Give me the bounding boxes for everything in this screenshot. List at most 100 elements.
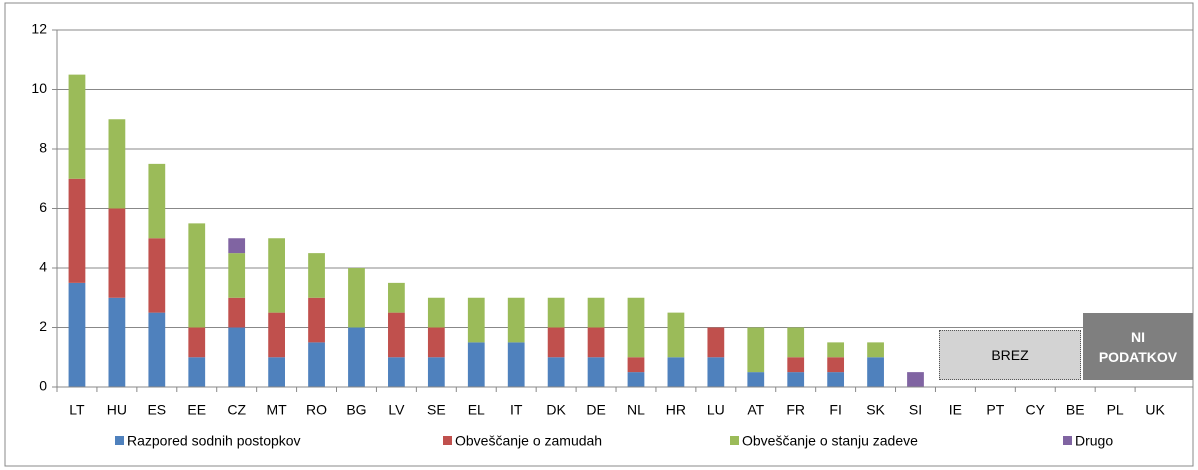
bar-segment xyxy=(547,357,565,387)
chart-frame xyxy=(4,2,1194,467)
bar-segment xyxy=(587,327,605,358)
x-tick-label: IE xyxy=(949,402,962,418)
legend-label: Razpored sodnih postopkov xyxy=(127,433,301,449)
bar-segment xyxy=(547,327,565,358)
bar-segment xyxy=(827,357,845,373)
annotation-box: NI PODATKOV xyxy=(1083,313,1193,380)
bar-segment xyxy=(907,372,924,387)
bar-segment xyxy=(667,357,685,387)
bar-segment xyxy=(108,297,126,387)
bar-segment xyxy=(268,312,286,358)
bar-segment xyxy=(228,297,246,328)
bar-segment xyxy=(348,268,365,328)
x-tick-label: MT xyxy=(267,402,288,418)
x-tick-label: PL xyxy=(1107,402,1124,418)
x-tick-label: CZ xyxy=(227,402,246,418)
x-tick-label: CY xyxy=(1026,402,1046,418)
y-tick-label: 10 xyxy=(31,80,47,96)
x-tick-label: EL xyxy=(468,402,485,418)
x-tick-label: SK xyxy=(866,402,885,418)
legend-swatch xyxy=(730,436,739,445)
bar-segment xyxy=(587,297,605,328)
x-tick-label: BE xyxy=(1066,402,1085,418)
bar-segment xyxy=(148,238,166,313)
bar-segment xyxy=(268,238,286,313)
bar-segment xyxy=(627,372,645,387)
bar-segment xyxy=(108,119,126,209)
y-tick-label: 0 xyxy=(39,378,47,394)
bar-segment xyxy=(467,297,485,343)
bar-segment xyxy=(188,357,206,387)
bar-segment xyxy=(787,372,805,387)
bar-segment xyxy=(467,342,485,387)
bar-segment xyxy=(627,297,645,358)
bar-segment xyxy=(148,312,166,387)
x-tick-label: BG xyxy=(346,402,366,418)
bar-segment xyxy=(388,312,405,358)
bar-segment xyxy=(507,297,525,343)
bar-segment xyxy=(228,327,246,387)
x-tick-label: AT xyxy=(747,402,764,418)
bar-segment xyxy=(627,357,645,373)
bar-segment xyxy=(68,74,86,179)
x-tick-label: DK xyxy=(546,402,566,418)
bar-segment xyxy=(427,297,445,328)
bar-segment xyxy=(707,357,725,387)
bar-segment xyxy=(68,178,86,283)
x-tick-label: ES xyxy=(147,402,166,418)
bar-segment xyxy=(68,282,86,387)
bar-segment xyxy=(787,327,805,358)
x-tick-label: SI xyxy=(909,402,922,418)
bar-segment xyxy=(308,253,325,298)
bar-segment xyxy=(427,357,445,387)
bar-segment xyxy=(707,327,725,358)
legend-swatch xyxy=(443,436,452,445)
bar-segment xyxy=(308,297,325,343)
bar-segment xyxy=(228,253,246,298)
x-tick-label: LT xyxy=(69,402,85,418)
bar-segment xyxy=(587,357,605,387)
bar-segment xyxy=(667,312,685,358)
x-tick-label: LU xyxy=(707,402,725,418)
legend-swatch xyxy=(115,436,124,445)
y-tick-label: 12 xyxy=(31,21,47,37)
bar-segment xyxy=(228,238,246,254)
bar-segment xyxy=(547,297,565,328)
bar-segment xyxy=(867,357,884,387)
x-tick-label: FI xyxy=(829,402,841,418)
bar-segment xyxy=(827,342,845,358)
bar-segment xyxy=(388,357,405,387)
y-tick-label: 2 xyxy=(39,318,47,334)
bar-segment xyxy=(108,208,126,298)
y-tick-label: 4 xyxy=(39,259,47,275)
x-tick-label: UK xyxy=(1145,402,1165,418)
bar-segment xyxy=(348,327,365,387)
legend-label: Obveščanje o zamudah xyxy=(455,433,602,449)
bar-segment xyxy=(148,163,166,239)
bar-segment xyxy=(867,342,884,358)
bar-segment xyxy=(427,327,445,358)
x-tick-label: DE xyxy=(586,402,605,418)
bar-segment xyxy=(188,327,206,358)
annotation-box: BREZ xyxy=(939,330,1081,380)
x-tick-label: EE xyxy=(187,402,206,418)
bar-segment xyxy=(188,223,206,328)
y-tick-label: 6 xyxy=(39,199,47,215)
x-tick-label: PT xyxy=(986,402,1004,418)
x-tick-label: HU xyxy=(107,402,127,418)
x-tick-label: IT xyxy=(510,402,523,418)
legend-label: Drugo xyxy=(1075,433,1113,449)
bar-segment xyxy=(308,342,325,387)
legend-swatch xyxy=(1063,436,1072,445)
bar-segment xyxy=(388,282,405,313)
bar-segment xyxy=(507,342,525,387)
bar-segment xyxy=(747,327,765,373)
legend-label: Obveščanje o stanju zadeve xyxy=(742,433,918,449)
x-tick-label: RO xyxy=(306,402,327,418)
x-tick-label: HR xyxy=(666,402,686,418)
x-tick-label: FR xyxy=(786,402,805,418)
bar-segment xyxy=(827,372,845,387)
y-tick-label: 8 xyxy=(39,140,47,156)
